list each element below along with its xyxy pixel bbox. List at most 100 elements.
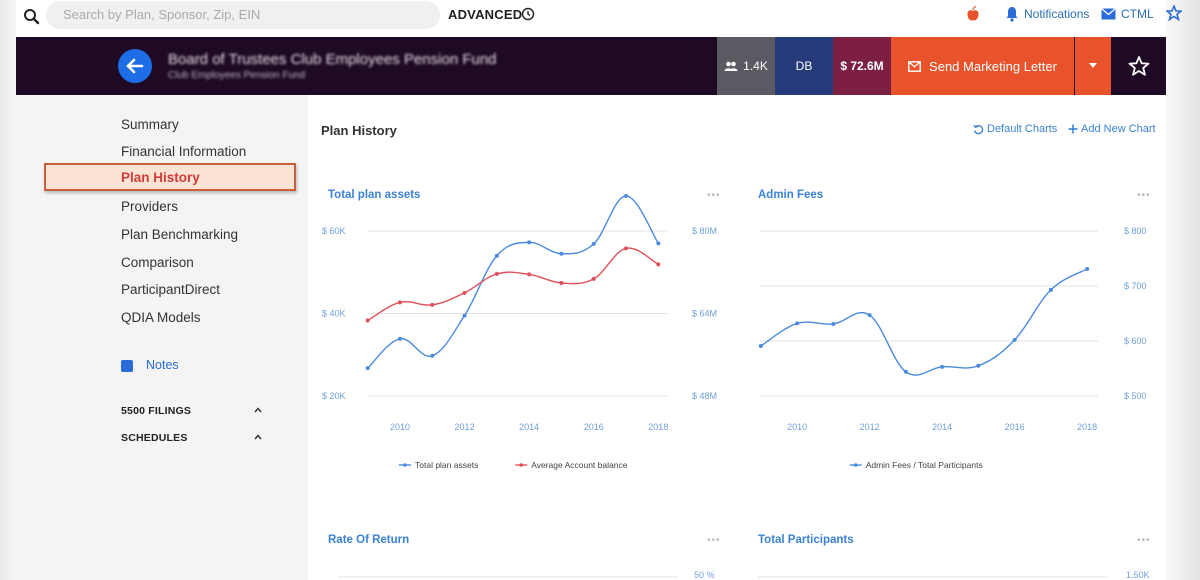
- data-point: [1048, 287, 1053, 292]
- add-new-chart-button[interactable]: Add New Chart: [1068, 123, 1156, 135]
- data-point: [494, 271, 499, 276]
- data-point: [795, 321, 800, 326]
- panel-menu-button[interactable]: •••: [1137, 535, 1151, 546]
- mail-icon[interactable]: [1101, 8, 1116, 20]
- series-line: [367, 247, 659, 322]
- page-title: Plan History: [321, 123, 397, 138]
- data-point: [656, 241, 661, 246]
- sidebar-item-plan-history[interactable]: Plan History: [44, 163, 296, 191]
- data-point: [430, 353, 435, 358]
- y-axis-left-tick-label: $ 60K: [322, 226, 346, 236]
- panel-title-rate-of-return: Rate Of Return: [328, 534, 410, 546]
- sidebar-item-plan-benchmarking[interactable]: Plan Benchmarking: [121, 227, 239, 242]
- data-point: [624, 246, 629, 251]
- x-axis-tick-label: 2016: [584, 422, 604, 432]
- x-axis-tick-label: 2016: [1005, 422, 1025, 432]
- data-point: [624, 193, 629, 198]
- data-point: [397, 336, 402, 341]
- assets-badge: $ 72.6M: [833, 37, 891, 95]
- data-point: [527, 272, 532, 277]
- notifications-link[interactable]: Notifications: [1024, 7, 1090, 21]
- data-point: [559, 280, 564, 285]
- envelope-icon: [908, 60, 921, 72]
- sidebar-item-participantdirect[interactable]: ParticipantDirect: [121, 282, 221, 297]
- y-axis-right-tick-label: $ 700: [1124, 281, 1147, 291]
- data-point: [494, 253, 499, 258]
- chevron-up-icon[interactable]: [254, 434, 262, 440]
- data-point: [656, 262, 661, 267]
- x-axis-tick-label: 2010: [787, 422, 807, 432]
- bell-icon[interactable]: [1005, 6, 1019, 22]
- apple-icon[interactable]: [966, 6, 980, 22]
- send-marketing-letter-button[interactable]: Send Marketing Letter: [891, 37, 1074, 95]
- plan-subtitle: Club Employees Pension Fund: [168, 70, 306, 81]
- x-axis-tick-label: 2018: [1077, 422, 1097, 432]
- y-axis-right-tick-label: $ 64M: [692, 309, 717, 319]
- sidebar-item-providers[interactable]: Providers: [121, 199, 179, 214]
- sidebar-item-comparison[interactable]: Comparison: [121, 255, 194, 270]
- section-5500-filings[interactable]: 5500 FILINGS: [121, 405, 192, 417]
- data-point: [430, 302, 435, 307]
- back-button[interactable]: [118, 49, 152, 83]
- y-axis-right-tick-label: $ 500: [1124, 391, 1147, 401]
- default-charts-button[interactable]: Default Charts: [973, 123, 1057, 135]
- y-axis-right-tick-label: $ 600: [1124, 336, 1147, 346]
- sidebar-item-summary[interactable]: Summary: [121, 117, 179, 132]
- ctml-link[interactable]: CTML: [1121, 7, 1154, 21]
- chevron-up-icon[interactable]: [254, 407, 262, 413]
- users-icon: [724, 61, 738, 71]
- sidebar-item-financial-information[interactable]: Financial Information: [121, 144, 247, 159]
- frame-shadow-left: [0, 0, 16, 580]
- plus-icon: [1068, 124, 1078, 134]
- data-point: [831, 321, 836, 326]
- x-axis-tick-label: 2014: [519, 422, 539, 432]
- data-point: [867, 313, 872, 318]
- panel-menu-button[interactable]: •••: [707, 190, 721, 201]
- frame-shadow-right: [1166, 0, 1200, 580]
- y-axis-left-tick-label: $ 40K: [322, 309, 346, 319]
- send-options-dropdown[interactable]: [1075, 37, 1111, 95]
- data-point: [591, 276, 596, 281]
- legend-swatch-dot: [519, 463, 523, 467]
- notes-link[interactable]: Notes: [146, 358, 179, 372]
- default-charts-label: Default Charts: [987, 123, 1058, 135]
- main-content: Plan History Default Charts Add New Char…: [308, 95, 1166, 580]
- data-point: [1012, 337, 1017, 342]
- legend-label: Average Account balance: [531, 460, 628, 470]
- data-point: [903, 369, 908, 374]
- data-point: [527, 240, 532, 245]
- panel-title-total-plan-assets: Total plan assets: [328, 189, 421, 201]
- sidebar-item-qdia-models[interactable]: QDIA Models: [121, 310, 201, 325]
- x-axis-tick-label: 2012: [455, 422, 475, 432]
- panel-title-admin-fees: Admin Fees: [758, 189, 824, 201]
- star-icon[interactable]: [1128, 55, 1150, 77]
- search-input[interactable]: Search by Plan, Sponsor, Zip, EIN: [46, 1, 440, 29]
- y-axis-right-tick-label: $ 80M: [692, 226, 717, 236]
- data-point: [397, 300, 402, 305]
- y-axis-right-tick-label: $ 48M: [692, 391, 717, 401]
- sidebar-nav: Summary Financial Information Plan Histo…: [16, 95, 308, 580]
- favorites-star-icon[interactable]: [1166, 5, 1182, 21]
- advanced-search-link[interactable]: ADVANCED: [448, 7, 523, 22]
- x-axis-tick-label: 2018: [648, 422, 668, 432]
- data-point: [365, 366, 370, 371]
- history-clock-icon[interactable]: [521, 7, 535, 21]
- search-icon[interactable]: [23, 8, 41, 26]
- series-line: [367, 195, 659, 369]
- panel-menu-button[interactable]: •••: [1137, 190, 1151, 201]
- participants-badge: 1.4K: [717, 37, 775, 95]
- x-axis-tick-label: 2014: [932, 422, 952, 432]
- section-schedules[interactable]: SCHEDULES: [121, 432, 188, 444]
- legend-label: Total plan assets: [415, 460, 478, 470]
- send-marketing-letter-label: Send Marketing Letter: [929, 58, 1057, 74]
- plan-header: Board of Trustees Club Employees Pension…: [16, 37, 1166, 95]
- data-point: [591, 241, 596, 246]
- panel-menu-button[interactable]: •••: [707, 535, 721, 546]
- series-line: [760, 268, 1088, 376]
- top-bar: Search by Plan, Sponsor, Zip, EIN ADVANC…: [16, 0, 1182, 37]
- sidebar-item-label: Plan History: [121, 170, 200, 185]
- data-point: [976, 363, 981, 368]
- plan-type-label: DB: [795, 59, 813, 73]
- plan-type-badge: DB: [775, 37, 833, 95]
- y-axis-right-tick-label: $ 800: [1124, 226, 1147, 236]
